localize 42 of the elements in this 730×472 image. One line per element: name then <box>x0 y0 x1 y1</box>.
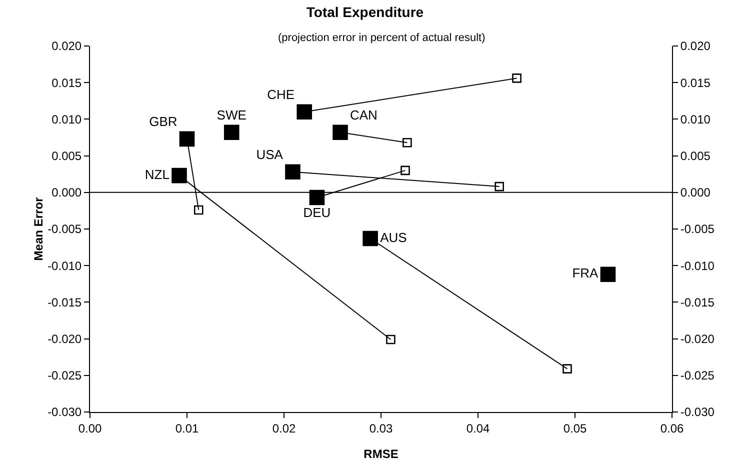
y2-tick-label: 0.015 <box>680 76 711 90</box>
chart-subtitle: (projection error in percent of actual result) <box>278 32 486 44</box>
y2-tick-label: -0.020 <box>680 332 715 346</box>
y-tick-label: 0.005 <box>52 149 82 163</box>
y-axis-title: Mean Error <box>32 197 46 261</box>
y-tick-label: 0.015 <box>52 76 82 90</box>
series-label: AUS <box>380 230 408 245</box>
x-tick-label: 0.06 <box>660 421 684 436</box>
y-tick-label: -0.030 <box>48 405 82 420</box>
y-tick-label: -0.010 <box>48 258 82 273</box>
x-tick-label: 0.03 <box>369 421 393 436</box>
series-label: SWE <box>216 107 247 122</box>
x-tick-label: 0.04 <box>466 421 490 436</box>
chart-title: Total Expenditure <box>306 4 424 20</box>
y-tick-label: -0.020 <box>48 332 82 346</box>
y-tick-label: -0.015 <box>48 295 82 310</box>
y-tick-label: -0.005 <box>48 222 82 236</box>
series-label: CAN <box>350 107 378 122</box>
y-tick-label: 0.010 <box>52 112 82 126</box>
series-label: USA <box>256 146 284 162</box>
y2-tick-label: 0.005 <box>680 149 711 163</box>
y-tick-label: -0.025 <box>48 368 82 383</box>
y2-tick-label: 0.010 <box>680 112 711 126</box>
x-tick-label: 0.01 <box>175 421 199 436</box>
series-label: NZL <box>144 166 170 182</box>
series-label: DEU <box>303 205 331 220</box>
y-tick-label: 0.000 <box>52 186 82 200</box>
x-tick-label: 0.05 <box>563 421 587 436</box>
y2-tick-label: 0.020 <box>680 39 711 54</box>
series-label: FRA <box>572 266 599 281</box>
x-axis-title: RMSE <box>364 447 398 461</box>
x-tick-label: 0.00 <box>78 421 102 436</box>
y2-tick-label: -0.025 <box>680 368 715 383</box>
series-label: GBR <box>149 114 178 129</box>
y2-tick-label: 0.000 <box>680 186 711 200</box>
y-tick-label: 0.020 <box>52 39 82 54</box>
series-label: CHE <box>267 86 295 102</box>
x-tick-label: 0.02 <box>272 421 296 436</box>
y2-tick-label: -0.005 <box>680 222 715 236</box>
y2-tick-label: -0.015 <box>680 295 715 310</box>
y2-tick-label: -0.030 <box>680 405 715 420</box>
y2-tick-label: -0.010 <box>680 258 715 273</box>
